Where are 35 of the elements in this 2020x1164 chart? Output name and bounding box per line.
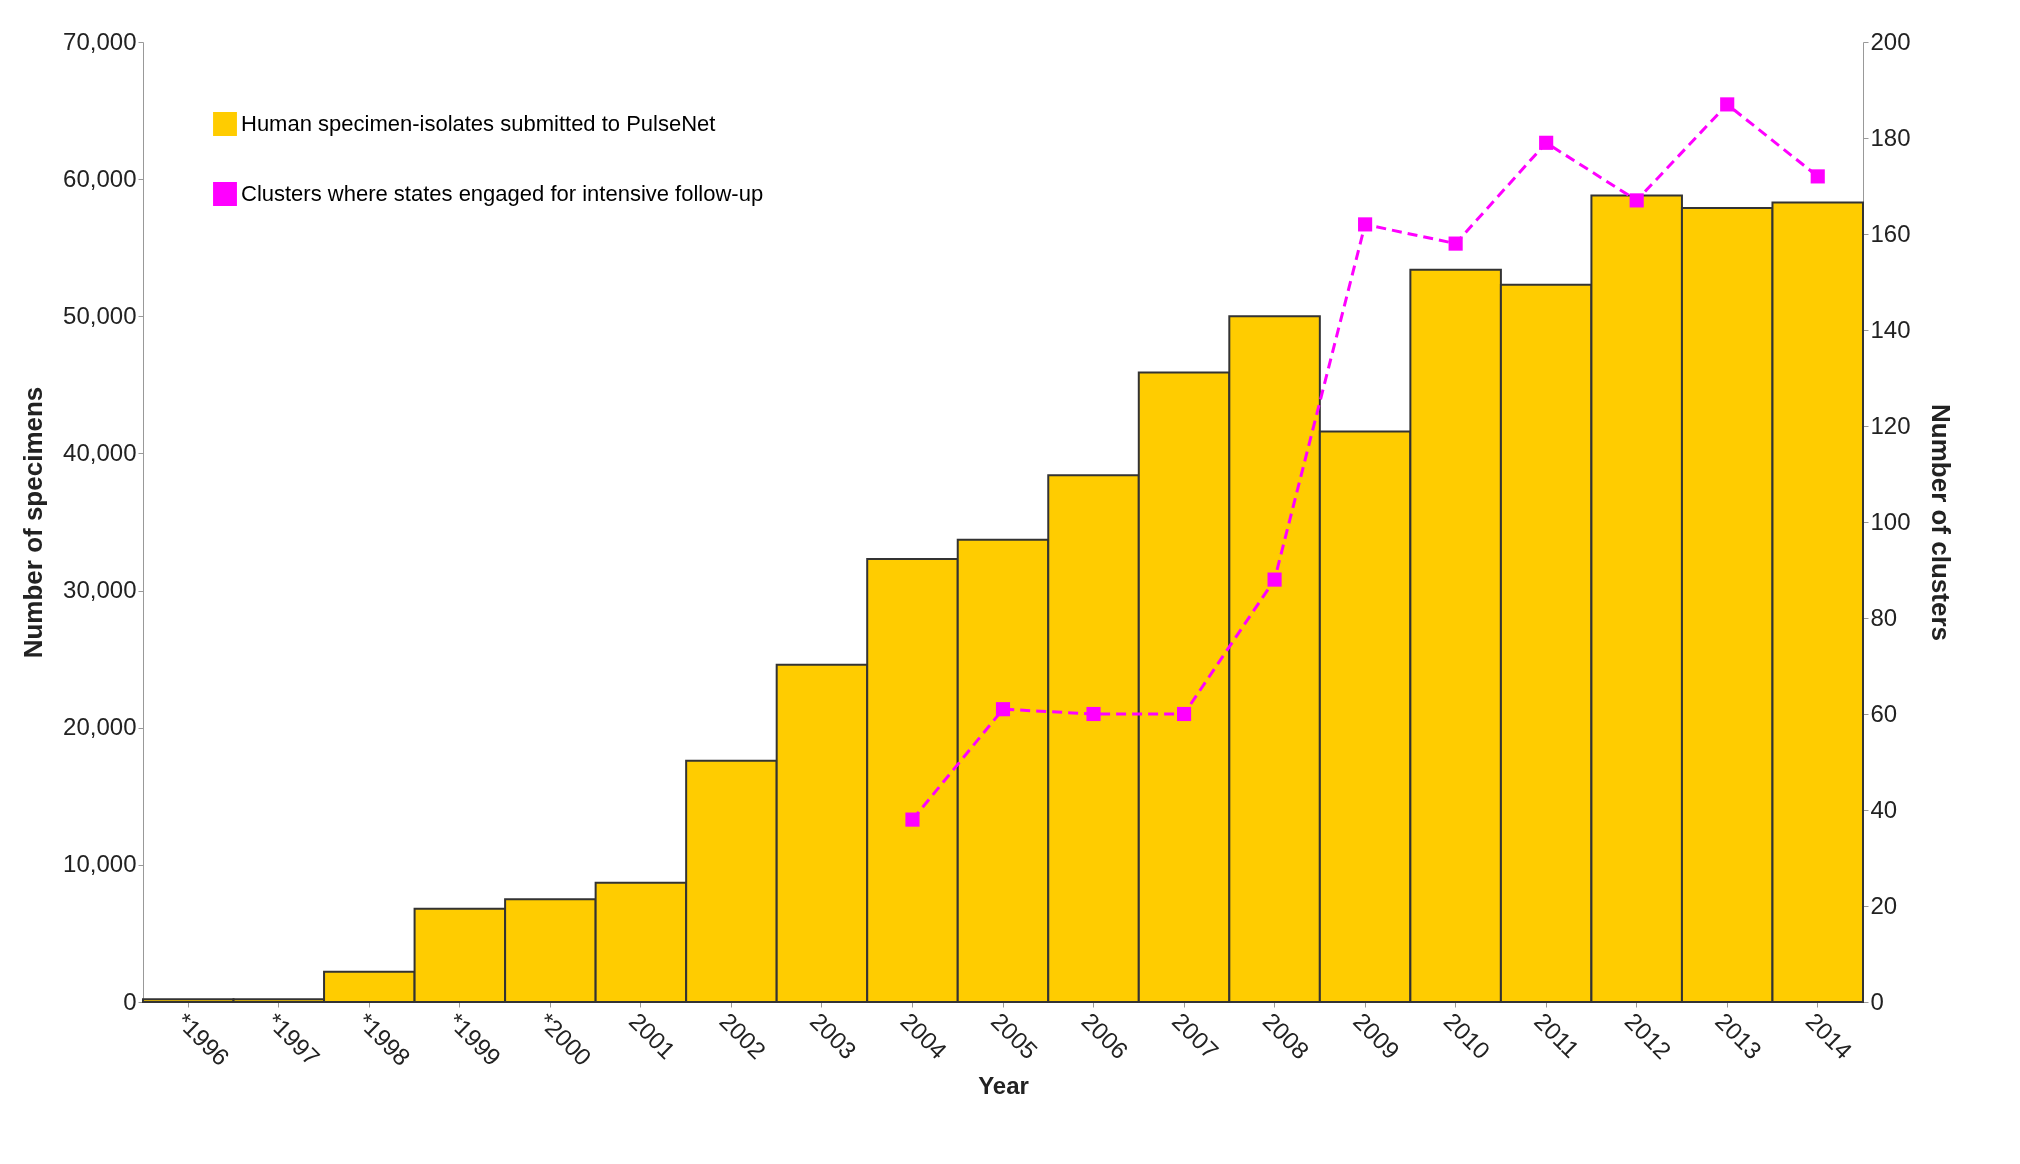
- legend-label: Human specimen-isolates submitted to PulseNet: [241, 111, 716, 136]
- y2-tick-label: 180: [1870, 123, 1911, 151]
- y2-tick-label: 200: [1870, 27, 1911, 55]
- y2-tick-label: 140: [1870, 315, 1911, 343]
- y-tick-label: 70,000: [63, 27, 137, 55]
- point: [1810, 169, 1825, 184]
- point: [1176, 706, 1192, 722]
- x-axis-title: Year: [978, 1071, 1029, 1099]
- y2-tick-label: 120: [1870, 411, 1911, 439]
- legend-label: Clusters where states engaged for intensive follow-up: [241, 181, 764, 206]
- y-tick-label: 10,000: [63, 850, 137, 878]
- point: [1358, 217, 1373, 232]
- point: [1629, 193, 1644, 208]
- y-axis-title: Number of specimens: [18, 386, 49, 659]
- y-tick-label: 30,000: [63, 576, 137, 604]
- y2-tick-label: 100: [1870, 507, 1911, 535]
- y-tick-label: 40,000: [63, 438, 137, 466]
- y-tick-label: 50,000: [63, 301, 137, 329]
- point: [1720, 97, 1735, 112]
- y-tick-label: 0: [123, 987, 137, 1015]
- point: [1539, 135, 1554, 150]
- y2-tick-label: 20: [1870, 891, 1898, 919]
- point: [905, 812, 920, 827]
- y-tick-label: 20,000: [63, 713, 137, 741]
- y2-axis-title: Number of clusters: [1925, 404, 1956, 641]
- point: [1448, 236, 1463, 251]
- y2-tick-label: 60: [1870, 699, 1898, 727]
- y2-tick-label: 160: [1870, 219, 1911, 247]
- y2-tick-label: 0: [1870, 987, 1884, 1015]
- y-tick-label: 60,000: [63, 164, 137, 192]
- point: [1086, 706, 1101, 722]
- point: [1267, 572, 1282, 587]
- y2-tick-label: 80: [1870, 603, 1898, 631]
- point: [995, 702, 1011, 717]
- y2-tick-label: 40: [1870, 795, 1898, 823]
